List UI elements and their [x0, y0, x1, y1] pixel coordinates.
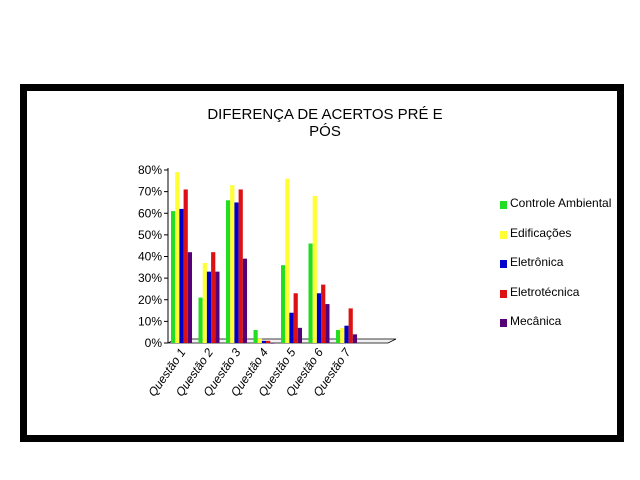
bar: [206, 271, 212, 343]
legend-label: Edificações: [510, 225, 572, 240]
chart-title: DIFERENÇA DE ACERTOS PRÉ E PÓS: [207, 106, 443, 140]
bar: [321, 284, 326, 343]
legend-label: Eletrotécnica: [510, 284, 580, 299]
legend-swatch: [500, 319, 507, 327]
bar: [281, 265, 286, 343]
bar: [344, 325, 349, 343]
bar: [198, 297, 203, 343]
bar: [308, 243, 313, 343]
bar: [289, 312, 294, 343]
bar: [270, 343, 275, 344]
bar: [261, 340, 267, 343]
bar: [234, 202, 239, 343]
bar: [171, 211, 176, 343]
y-tick-label: 0%: [145, 336, 163, 350]
legend-label: Eletrônica: [510, 255, 564, 269]
bar: [215, 271, 220, 343]
bar: [238, 189, 243, 343]
bar: [253, 330, 258, 343]
legend-swatch: [500, 289, 507, 298]
bar: [187, 252, 192, 343]
legend-swatch: [500, 260, 507, 268]
y-tick-label: 10%: [138, 314, 162, 328]
y-tick-label: 40%: [138, 250, 162, 264]
bar: [285, 178, 290, 343]
bar: [316, 293, 322, 343]
legend-swatch: [500, 230, 507, 239]
bar: [293, 293, 298, 343]
bar: [230, 185, 235, 343]
bar: [297, 327, 302, 343]
y-tick-label: 50%: [138, 228, 162, 242]
bar: [175, 172, 180, 343]
bar: [312, 195, 317, 343]
bar: [242, 258, 247, 343]
y-tick-label: 30%: [138, 271, 162, 285]
bar: [336, 330, 341, 343]
bar: [257, 338, 262, 343]
bar: [352, 334, 357, 343]
bar: [325, 304, 330, 343]
bar: [211, 252, 216, 343]
y-tick-label: 80%: [138, 163, 162, 177]
y-tick-label: 60%: [138, 206, 162, 220]
bar: [266, 340, 271, 343]
legend-label: Mecânica: [510, 314, 562, 328]
bar: [348, 308, 353, 343]
y-tick-label: 20%: [138, 293, 162, 307]
bar: [340, 327, 345, 343]
chart-frame: [20, 84, 624, 442]
bar: [179, 208, 184, 343]
bar: [226, 200, 231, 343]
bar: [183, 189, 188, 343]
y-tick-label: 70%: [138, 185, 162, 199]
bar: [202, 262, 207, 343]
legend-swatch: [500, 201, 507, 209]
legend-label: Controle Ambiental: [510, 196, 612, 210]
